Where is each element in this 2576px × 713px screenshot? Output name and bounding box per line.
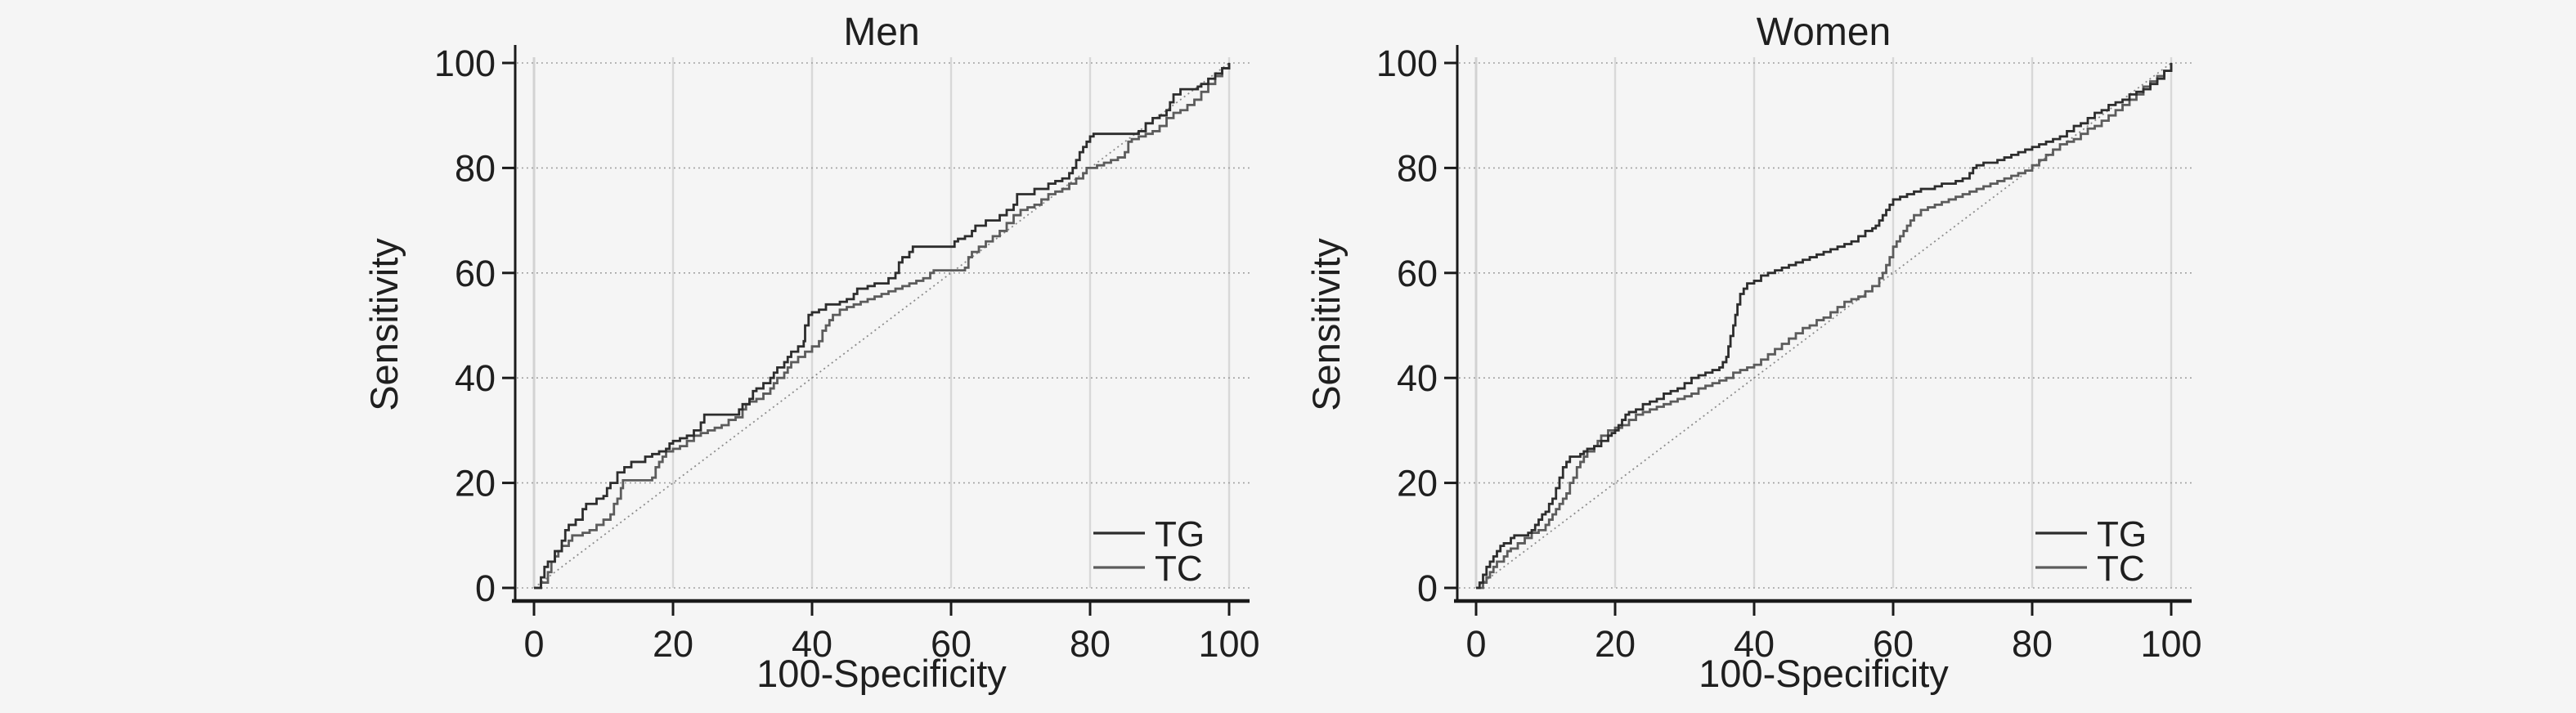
x-tick-label: 40 [792, 623, 832, 665]
women-legend-tc-label: TC [2097, 549, 2145, 589]
x-tick-label: 60 [1873, 623, 1914, 665]
x-tick-label: 60 [931, 623, 972, 665]
x-tick-label: 0 [1465, 623, 1486, 665]
men-chart-title: Men [843, 11, 919, 54]
x-tick-label: 20 [1595, 623, 1636, 665]
y-tick-label: 20 [455, 463, 496, 504]
x-tick-label: 40 [1734, 623, 1775, 665]
women-x-axis-label: 100-Specificity [1699, 652, 1949, 695]
men-legend-tg-label: TG [1155, 514, 1205, 554]
x-tick-label: 80 [1070, 623, 1111, 665]
y-tick-label: 100 [1376, 43, 1438, 84]
y-tick-label: 40 [1397, 357, 1438, 399]
women-plot-area: 0 20 40 60 80 100 0 20 40 60 80 100 [1376, 43, 2202, 665]
women-y-axis-label: Sensitivity [1304, 238, 1348, 411]
x-tick-label: 100 [2140, 623, 2201, 665]
women-legend: TG TC [2035, 514, 2147, 589]
y-tick-label: 80 [455, 147, 496, 189]
x-tick-label: 0 [523, 623, 544, 665]
x-tick-label: 100 [1198, 623, 1259, 665]
y-tick-label: 20 [1397, 463, 1438, 504]
y-tick-label: 0 [475, 567, 496, 609]
x-tick-label: 20 [653, 623, 693, 665]
women-legend-tg-label: TG [2097, 514, 2147, 554]
men-legend: TG TC [1093, 514, 1205, 589]
men-legend-tc-label: TC [1155, 549, 1203, 589]
y-tick-label: 60 [1397, 253, 1438, 294]
y-tick-label: 100 [434, 43, 496, 84]
men-x-axis-label: 100-Specificity [756, 652, 1007, 695]
x-tick-label: 80 [2012, 623, 2053, 665]
y-tick-label: 0 [1417, 567, 1438, 609]
y-tick-label: 40 [455, 357, 496, 399]
men-plot-area: 0 20 40 60 80 100 0 20 40 60 80 100 [434, 43, 1260, 665]
women-chart-title: Women [1757, 11, 1892, 54]
y-tick-label: 60 [455, 253, 496, 294]
y-tick-label: 80 [1397, 147, 1438, 189]
men-y-axis-label: Sensitivity [362, 238, 406, 411]
